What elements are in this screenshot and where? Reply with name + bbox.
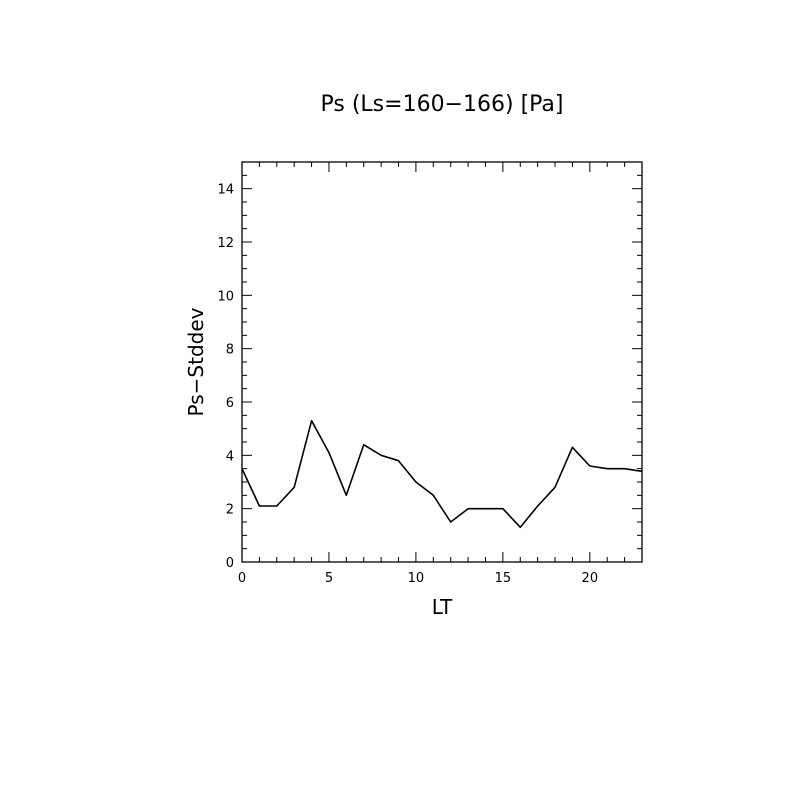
axis-ticks [241,161,643,563]
x-axis-label: LT [432,595,453,619]
y-tick-label: 8 [226,343,234,358]
x-tick-label: 5 [325,571,333,586]
x-tick-label: 0 [238,571,246,586]
series-line [241,419,643,529]
y-tick-label: 4 [226,449,234,464]
tick-labels: 0 5 10 15 20 0 2 4 6 8 10 12 14 [217,183,598,586]
y-tick-label: 0 [226,556,234,571]
y-axis-label: Ps−Stddev [184,307,208,416]
y-tick-label: 10 [217,289,234,304]
plot-frame [241,161,643,563]
y-tick-label: 14 [217,183,234,198]
y-tick-label: 12 [217,236,234,251]
x-tick-label: 20 [582,571,599,586]
y-tick-label: 6 [226,396,234,411]
y-tick-label: 2 [226,503,234,518]
x-tick-label: 15 [495,571,512,586]
chart-title: Ps (Ls=160−166) [Pa] [321,92,564,117]
x-tick-label: 10 [408,571,425,586]
